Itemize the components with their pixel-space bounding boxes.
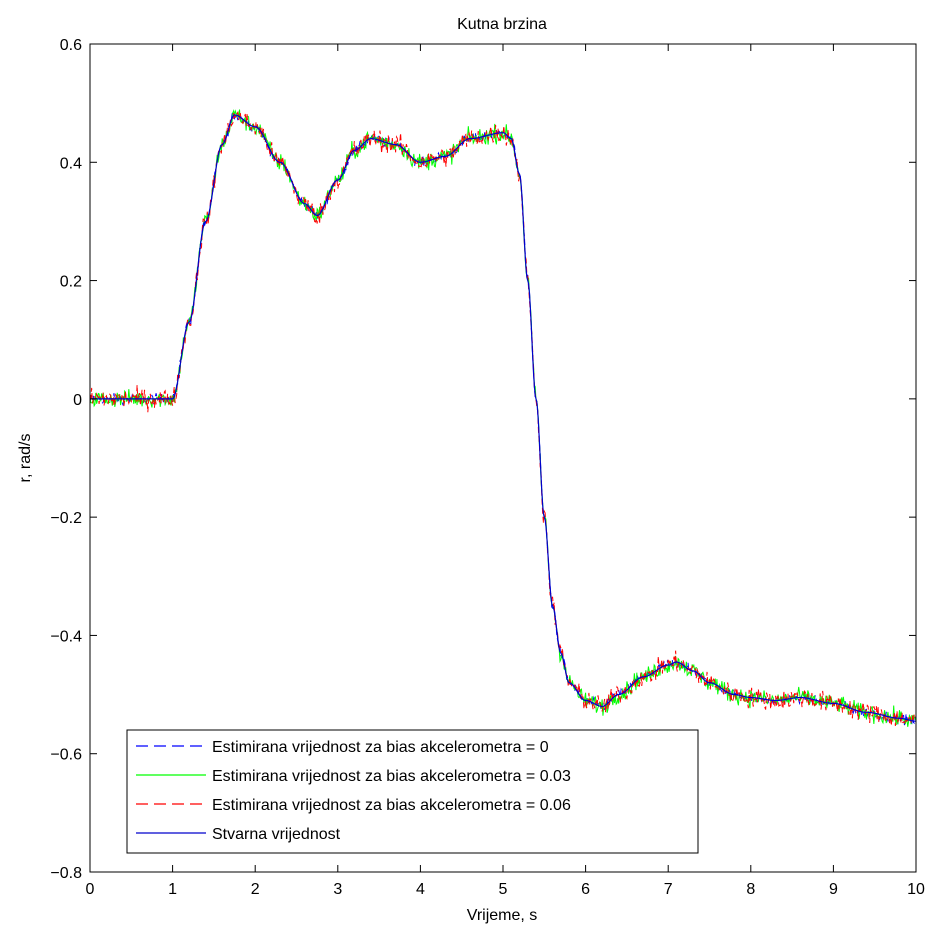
y-axis: 0.6 0.4 0.2 0 −0.2 −0.4 −0.6 −0.8	[50, 37, 916, 882]
y-tick-label: 0	[73, 392, 82, 409]
x-tick-label: 8	[746, 881, 755, 898]
series-layer	[89, 109, 917, 727]
x-tick-label: 5	[499, 881, 508, 898]
x-tick-label: 0	[86, 881, 95, 898]
y-tick-label: −0.8	[50, 865, 82, 882]
series-line	[89, 110, 917, 726]
x-tick-label: 2	[251, 881, 260, 898]
legend-label: Estimirana vrijednost za bias akcelerome…	[212, 739, 549, 756]
series-line	[90, 114, 917, 722]
y-tick-label: 0.4	[60, 155, 82, 172]
legend-box	[126, 729, 699, 854]
y-tick-label: −0.4	[50, 628, 82, 645]
y-tick-label: −0.6	[50, 747, 82, 764]
y-tick-label: 0.2	[60, 274, 82, 291]
x-tick-label: 9	[829, 881, 838, 898]
y-tick-label: 0.6	[60, 37, 82, 54]
legend-label: Estimirana vrijednost za bias akcelerome…	[212, 797, 571, 814]
legend: Estimirana vrijednost za bias akcelerome…	[126, 729, 699, 854]
chart-title: Kutna brzina	[457, 16, 547, 33]
x-axis: 0 1 2 3 4 5 6 7 8 9 10	[86, 44, 925, 898]
y-tick-label: −0.2	[50, 510, 82, 527]
x-axis-title: Vrijeme, s	[467, 907, 538, 924]
x-tick-label: 6	[581, 881, 590, 898]
x-tick-label: 3	[333, 881, 342, 898]
y-axis-title: r, rad/s	[17, 434, 34, 483]
x-tick-label: 7	[664, 881, 673, 898]
legend-label: Stvarna vrijednost	[212, 826, 341, 843]
x-tick-label: 1	[168, 881, 177, 898]
x-tick-label: 4	[416, 881, 425, 898]
legend-label: Estimirana vrijednost za bias akcelerome…	[212, 768, 571, 785]
x-tick-label: 10	[907, 881, 925, 898]
